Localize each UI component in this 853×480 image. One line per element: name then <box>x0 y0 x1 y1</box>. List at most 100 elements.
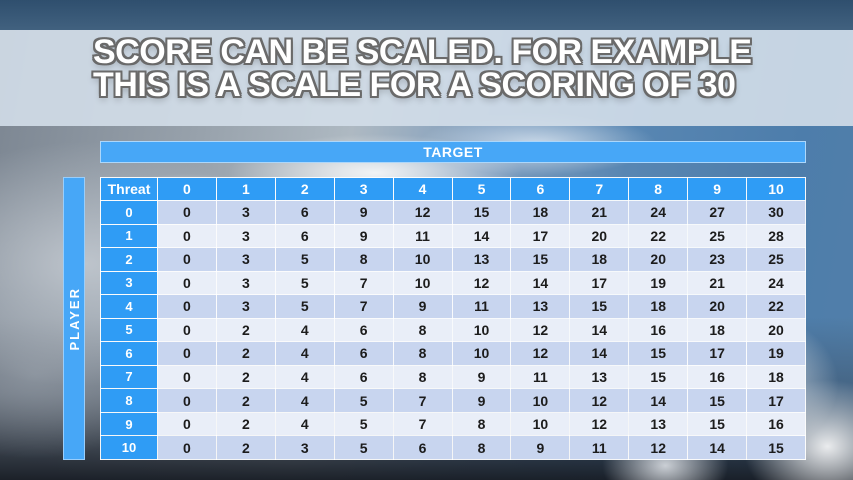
score-cell: 13 <box>569 364 630 390</box>
score-cell: 14 <box>569 341 630 366</box>
score-cell: 7 <box>392 388 453 413</box>
score-cell: 17 <box>746 388 806 413</box>
column-header: 7 <box>569 177 630 201</box>
score-cell: 24 <box>746 270 806 296</box>
score-cell: 4 <box>274 388 335 413</box>
score-cell: 4 <box>274 341 335 366</box>
score-cell: 6 <box>333 341 394 366</box>
score-cell: 12 <box>510 341 571 366</box>
row-label: 6 <box>100 341 158 366</box>
score-cell: 12 <box>569 388 630 413</box>
score-cell: 0 <box>157 388 217 413</box>
score-cell: 12 <box>451 270 512 296</box>
slide-title-line1: SCORE CAN BE SCALED. FOR EXAMPLE <box>93 33 752 71</box>
column-header: 2 <box>274 177 335 201</box>
score-cell: 10 <box>510 411 571 437</box>
score-cell: 3 <box>215 294 276 319</box>
score-cell: 0 <box>157 411 217 437</box>
score-cell: 15 <box>510 247 571 272</box>
score-cell: 0 <box>157 247 217 272</box>
score-cell: 0 <box>157 200 217 225</box>
score-cell: 11 <box>451 294 512 319</box>
score-cell: 8 <box>392 364 453 390</box>
score-matrix-table: Threat 0 1 2 3 4 5 6 7 8 9 10 0 0 3 6 9 12 15 18 21 24 27 30 1… <box>100 177 806 460</box>
score-cell: 15 <box>746 435 806 460</box>
score-cell: 17 <box>510 223 571 249</box>
slide-title: SCORE CAN BE SCALED. FOR EXAMPLE THIS IS… <box>93 33 833 104</box>
score-cell: 15 <box>569 294 630 319</box>
score-cell: 0 <box>157 294 217 319</box>
table-row: 8 0 2 4 5 7 9 10 12 14 15 17 <box>100 388 806 413</box>
table-row: 5 0 2 4 6 8 10 12 14 16 18 20 <box>100 317 806 343</box>
score-cell: 15 <box>687 411 748 437</box>
score-cell: 10 <box>451 317 512 343</box>
player-label: PLAYER <box>66 286 82 351</box>
score-cell: 18 <box>569 247 630 272</box>
score-cell: 28 <box>746 223 806 249</box>
row-label: 1 <box>100 223 158 249</box>
score-cell: 0 <box>157 223 217 249</box>
column-header: 5 <box>451 177 512 201</box>
score-cell: 6 <box>392 435 453 460</box>
score-cell: 4 <box>274 364 335 390</box>
score-cell: 15 <box>687 388 748 413</box>
row-label: 9 <box>100 411 158 437</box>
score-cell: 7 <box>333 294 394 319</box>
header-row: Threat 0 1 2 3 4 5 6 7 8 9 10 <box>100 177 806 201</box>
score-cell: 5 <box>333 435 394 460</box>
score-cell: 6 <box>333 317 394 343</box>
score-cell: 14 <box>510 270 571 296</box>
row-label: 7 <box>100 364 158 390</box>
score-cell: 12 <box>569 411 630 437</box>
column-header: 8 <box>628 177 689 201</box>
score-cell: 0 <box>157 317 217 343</box>
column-header: 1 <box>215 177 276 201</box>
score-cell: 8 <box>392 317 453 343</box>
score-cell: 0 <box>157 270 217 296</box>
score-cell: 21 <box>687 270 748 296</box>
score-cell: 9 <box>451 388 512 413</box>
score-cell: 23 <box>687 247 748 272</box>
table-row: 2 0 3 5 8 10 13 15 18 20 23 25 <box>100 247 806 272</box>
score-cell: 21 <box>569 200 630 225</box>
table-row: 0 0 3 6 9 12 15 18 21 24 27 30 <box>100 200 806 225</box>
score-cell: 10 <box>510 388 571 413</box>
row-label: 5 <box>100 317 158 343</box>
score-cell: 22 <box>746 294 806 319</box>
score-cell: 13 <box>451 247 512 272</box>
score-cell: 10 <box>451 341 512 366</box>
score-cell: 25 <box>687 223 748 249</box>
row-label: 0 <box>100 200 158 225</box>
score-cell: 12 <box>392 200 453 225</box>
slide-title-line2: THIS IS A SCALE FOR A SCORING OF 30 <box>93 66 736 104</box>
target-label: TARGET <box>423 144 483 160</box>
score-cell: 2 <box>215 364 276 390</box>
score-cell: 13 <box>510 294 571 319</box>
score-cell: 3 <box>215 270 276 296</box>
row-label: 3 <box>100 270 158 296</box>
score-cell: 0 <box>157 341 217 366</box>
score-cell: 8 <box>333 247 394 272</box>
score-cell: 0 <box>157 364 217 390</box>
score-table-body: Threat 0 1 2 3 4 5 6 7 8 9 10 0 0 3 6 9 12 15 18 21 24 27 30 1… <box>100 177 806 460</box>
score-cell: 22 <box>628 223 689 249</box>
score-cell: 2 <box>215 317 276 343</box>
score-cell: 3 <box>215 247 276 272</box>
table-row: 3 0 3 5 7 10 12 14 17 19 21 24 <box>100 270 806 296</box>
score-cell: 20 <box>569 223 630 249</box>
score-cell: 5 <box>274 294 335 319</box>
column-header: 4 <box>392 177 453 201</box>
row-label: 10 <box>100 435 158 460</box>
score-cell: 8 <box>451 411 512 437</box>
score-cell: 19 <box>628 270 689 296</box>
score-cell: 10 <box>392 270 453 296</box>
score-cell: 20 <box>746 317 806 343</box>
score-cell: 16 <box>687 364 748 390</box>
score-cell: 14 <box>451 223 512 249</box>
sky-top-strip <box>0 0 853 30</box>
score-cell: 16 <box>746 411 806 437</box>
score-cell: 9 <box>392 294 453 319</box>
score-cell: 18 <box>746 364 806 390</box>
score-cell: 3 <box>274 435 335 460</box>
